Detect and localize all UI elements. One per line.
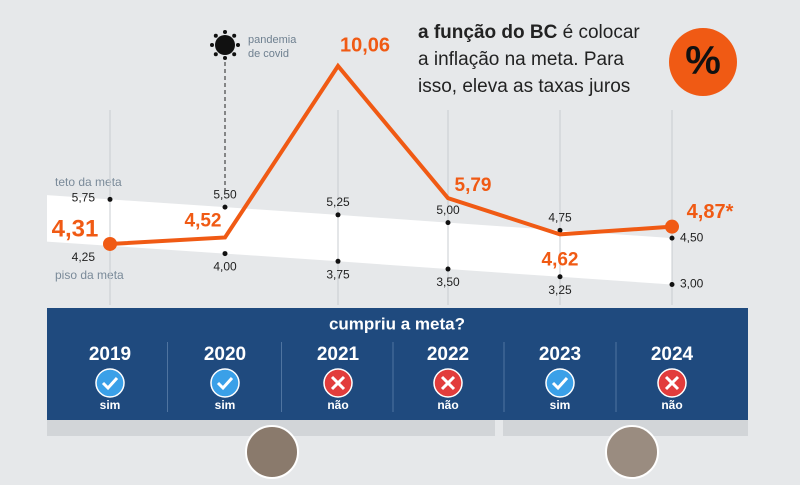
virus-spike [210, 43, 214, 47]
president-photo [245, 425, 299, 479]
band-value-label: 5,50 [213, 187, 237, 201]
virus-icon [215, 35, 235, 55]
value-label: 10,06 [340, 34, 390, 56]
badge-text: % [685, 39, 721, 83]
badge [669, 28, 737, 96]
result-label: sim [100, 398, 121, 412]
result-label: não [437, 398, 458, 412]
value-label: 4,52 [185, 210, 222, 231]
value-label: 4,31 [52, 215, 99, 242]
band-lower-label: piso da meta [55, 268, 124, 282]
inflation-line [109, 62, 673, 246]
virus-spike [232, 33, 237, 38]
target-band [47, 195, 672, 285]
year-label: 2023 [539, 344, 581, 365]
value-label: 5,79 [455, 175, 492, 196]
check-icon [210, 368, 240, 398]
value-label: 4,62 [542, 249, 579, 270]
band-value-label: 3,50 [436, 275, 460, 289]
band-value-label: 4,25 [72, 250, 96, 264]
value-label: 4,87* [687, 201, 734, 223]
virus-spike [223, 56, 227, 60]
band-value-label: 3,00 [680, 277, 704, 291]
virus-spike [213, 33, 218, 38]
band-point [107, 196, 113, 202]
band-upper-label: teto da meta [55, 175, 122, 189]
virus-spike [223, 30, 227, 34]
band-point [335, 212, 341, 218]
year-label: 2024 [651, 344, 694, 365]
result-label: não [661, 398, 682, 412]
president-photo [605, 425, 659, 479]
check-mark [551, 376, 569, 391]
result-label: não [327, 398, 348, 412]
check-mark [101, 376, 119, 391]
cross-mark [440, 375, 456, 391]
year-label: 2021 [317, 344, 360, 365]
band-point [669, 235, 675, 241]
year-label: 2020 [204, 344, 246, 365]
check-icon [545, 368, 575, 398]
year-label: 2022 [427, 344, 469, 365]
band-point [335, 258, 341, 264]
end-point [665, 219, 679, 234]
note-bold: a função do BC [418, 22, 558, 43]
check-mark [216, 376, 234, 391]
band-point [222, 204, 228, 210]
note-line: a inflação na meta. Para [418, 49, 624, 70]
result-label: sim [550, 398, 571, 412]
band-point [557, 274, 563, 280]
result-label: sim [215, 398, 236, 412]
band-point [557, 227, 563, 233]
annotation-text: pandemia [248, 34, 297, 46]
band-point [669, 282, 675, 288]
check-icon [95, 368, 125, 398]
band-point [445, 220, 451, 226]
note-text: é colocar [557, 22, 640, 43]
panel-title: cumpriu a meta? [329, 314, 465, 333]
band-value-label: 4,00 [213, 260, 237, 274]
year-label: 2019 [89, 344, 131, 365]
virus-spike [232, 52, 237, 57]
band-value-label: 3,25 [548, 283, 572, 297]
band-value-label: 5,25 [326, 195, 350, 209]
band-value-label: 4,50 [680, 230, 704, 244]
note-line: isso, eleva as taxas juros [418, 76, 630, 97]
end-point [103, 236, 117, 251]
band-value-label: 5,00 [436, 203, 460, 217]
band-value-label: 5,75 [72, 191, 96, 205]
note-line: a função do BC é colocar [418, 22, 640, 43]
annotation-text: de covid [248, 48, 289, 60]
band-point [222, 251, 228, 257]
band-value-label: 3,75 [326, 267, 350, 281]
result-panel [47, 308, 748, 420]
virus-spike [236, 43, 240, 47]
cross-mark [664, 375, 680, 391]
band-point [445, 266, 451, 272]
band-value-label: 4,75 [548, 211, 572, 225]
cross-mark [330, 375, 346, 391]
virus-spike [213, 52, 218, 57]
